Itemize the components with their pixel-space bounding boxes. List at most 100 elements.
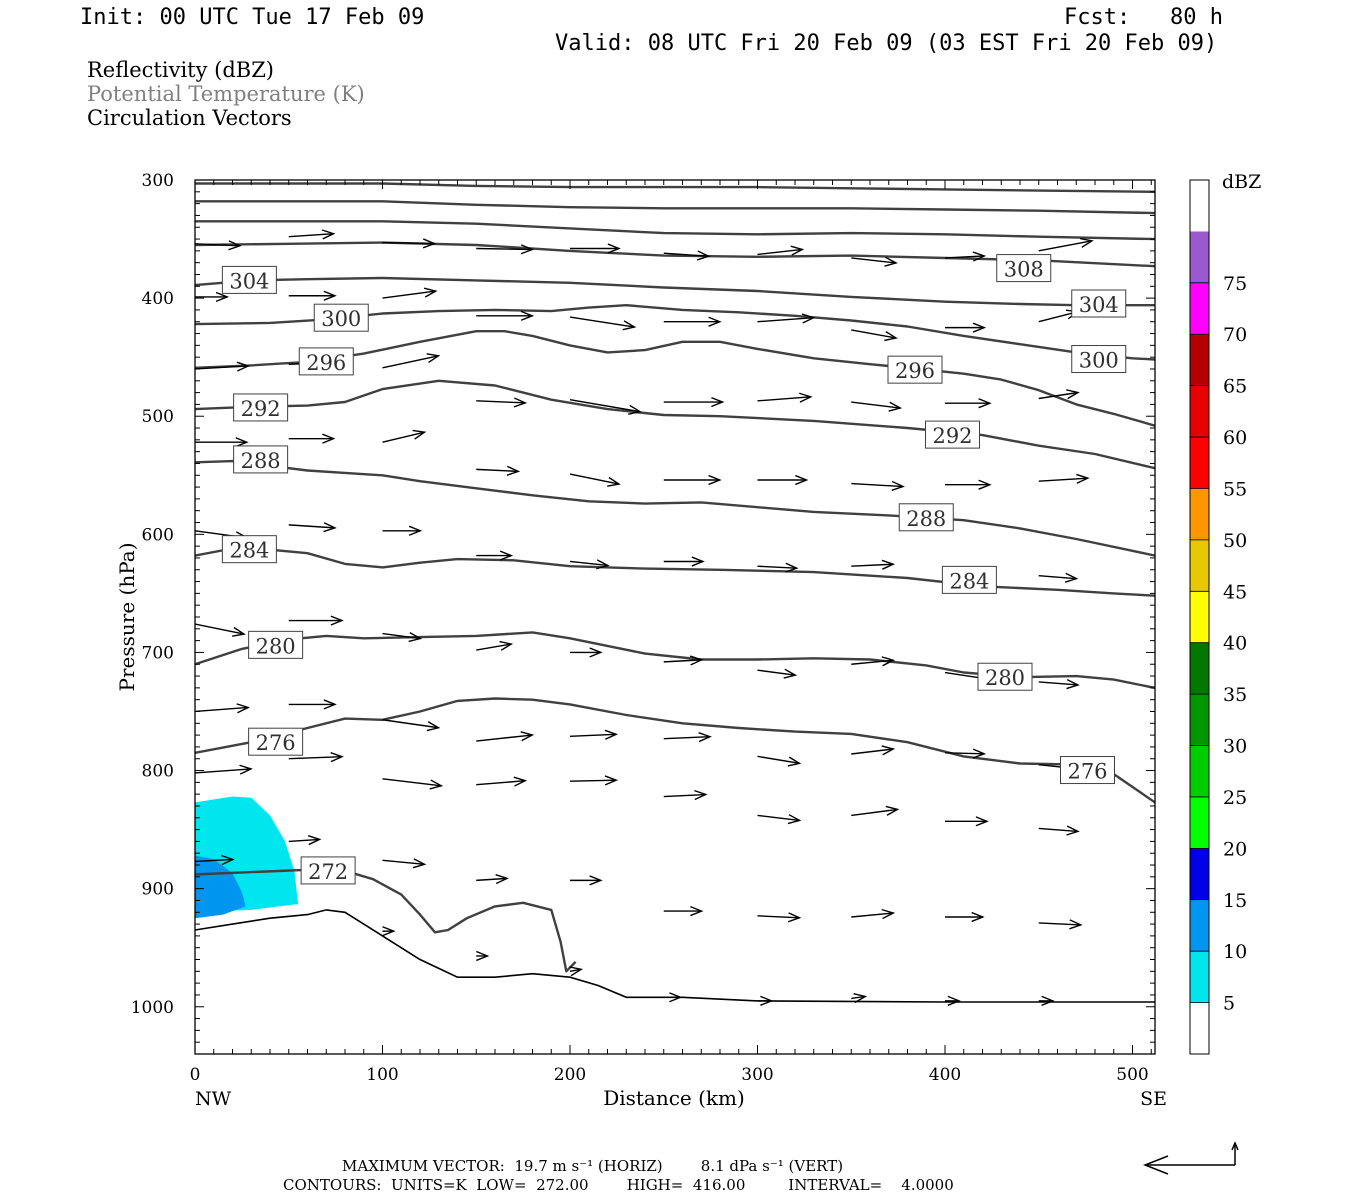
vector-head (785, 562, 799, 573)
vector-shaft (757, 915, 800, 919)
isentrope-288 (195, 459, 1155, 557)
valid-time: Valid: 08 UTC Fri 20 Feb 09 (03 EST Fri … (555, 31, 1218, 56)
circulation-vector (382, 353, 441, 369)
vector-shaft (851, 912, 894, 918)
isentrope-label: 300 (1079, 349, 1119, 373)
vector-shaft (288, 756, 342, 760)
colorbar-label: 45 (1223, 581, 1247, 603)
isentrope-292 (195, 379, 1155, 470)
vector-head (569, 966, 584, 977)
circulation-vector (382, 287, 438, 299)
x-tick-label: 400 (929, 1065, 961, 1085)
isentrope-label: 272 (308, 860, 348, 884)
vector-shaft (195, 858, 233, 863)
circulation-vector (1038, 995, 1055, 1006)
vector-head (426, 721, 441, 732)
vector-head (708, 316, 722, 327)
vector-head (382, 926, 396, 937)
isentrope-label: 304 (229, 269, 269, 293)
vector-shaft (476, 468, 519, 473)
vector-shaft (851, 563, 894, 567)
isentrope-label: 304 (1079, 293, 1119, 317)
vector-shaft (757, 317, 814, 323)
circulation-vector (851, 908, 896, 920)
circulation-vector (851, 992, 868, 1004)
vector-shaft (382, 355, 439, 369)
vector-shaft (476, 734, 533, 742)
circulation-vector (945, 911, 985, 923)
circulation-vector (851, 745, 896, 756)
vector-head (604, 775, 619, 786)
x-end-label-left: NW (195, 1088, 232, 1110)
vector-shaft (1038, 477, 1088, 482)
circulation-vector (944, 251, 987, 262)
vector-shaft (663, 659, 702, 663)
circulation-vector (476, 776, 528, 787)
vector-head (978, 398, 992, 409)
circulation-vector (1038, 825, 1080, 836)
isentrope-label-box (996, 254, 1052, 283)
circulation-vector (195, 623, 246, 637)
vector-head (622, 320, 637, 331)
vector-head (1064, 572, 1079, 583)
isentrope-304 (195, 276, 1155, 307)
vector-shaft (195, 243, 240, 247)
circulation-vector (757, 668, 798, 679)
circulation-vector (663, 474, 722, 486)
circulation-vector (757, 392, 813, 403)
isentrope-label-box (898, 503, 954, 532)
vector-shaft (569, 316, 635, 328)
vector-shaft (569, 473, 620, 485)
isentrope-276 (195, 697, 1155, 804)
colorbar-label: 60 (1223, 427, 1247, 449)
colorbar-segment (1190, 334, 1209, 386)
vector-head (422, 238, 437, 249)
vector-head (884, 331, 898, 342)
y-tick-label: 800 (142, 762, 174, 782)
circulation-vector (570, 647, 603, 658)
colorbar-segment (1190, 231, 1209, 283)
isentrope-label: 280 (256, 634, 296, 658)
vector-head (690, 905, 704, 917)
vector-head (783, 668, 798, 679)
circulation-vector (757, 474, 809, 486)
vector-shaft (476, 877, 508, 882)
vector-head (235, 437, 249, 448)
circulation-vector (195, 361, 251, 372)
circulation-vector (663, 396, 725, 408)
vector-head (760, 995, 774, 1006)
circulation-vector (476, 397, 528, 408)
vector-head (221, 854, 235, 866)
field-potential-temperature: Potential Temperature (K) (87, 82, 365, 106)
circulation-vector (569, 966, 584, 977)
circulation-vector (851, 480, 905, 492)
isentrope-label: 296 (306, 351, 346, 375)
vector-head (884, 256, 898, 267)
isentrope-label: 308 (1004, 258, 1044, 282)
y-axis-title: Pressure (hPa) (115, 543, 139, 692)
vector-head (971, 911, 985, 923)
circulation-vector (851, 256, 898, 267)
isentrope-label-box (1071, 289, 1127, 318)
circulation-vector (195, 291, 230, 303)
colorbar-segment (1190, 591, 1209, 643)
isentrope-label-box (298, 347, 354, 376)
circulation-vector (945, 398, 992, 409)
vector-head (589, 647, 603, 658)
isentrope-label: 288 (241, 449, 281, 473)
isentrope-label-box (1071, 345, 1127, 374)
vector-head (607, 243, 621, 254)
vector-head (495, 873, 509, 885)
isentrope-label: 292 (932, 424, 972, 448)
isentrope-296 (195, 330, 1155, 427)
vector-head (795, 474, 809, 486)
y-tick-label: 1000 (131, 998, 174, 1018)
circulation-vector (195, 240, 242, 251)
vector-shaft (382, 431, 425, 443)
isentrope-label: 300 (321, 307, 361, 331)
circulation-vector (569, 398, 642, 415)
vector-shaft (569, 779, 617, 782)
vector-shaft (851, 995, 866, 1000)
vector-shaft (569, 398, 641, 413)
vector-shaft (382, 290, 436, 299)
